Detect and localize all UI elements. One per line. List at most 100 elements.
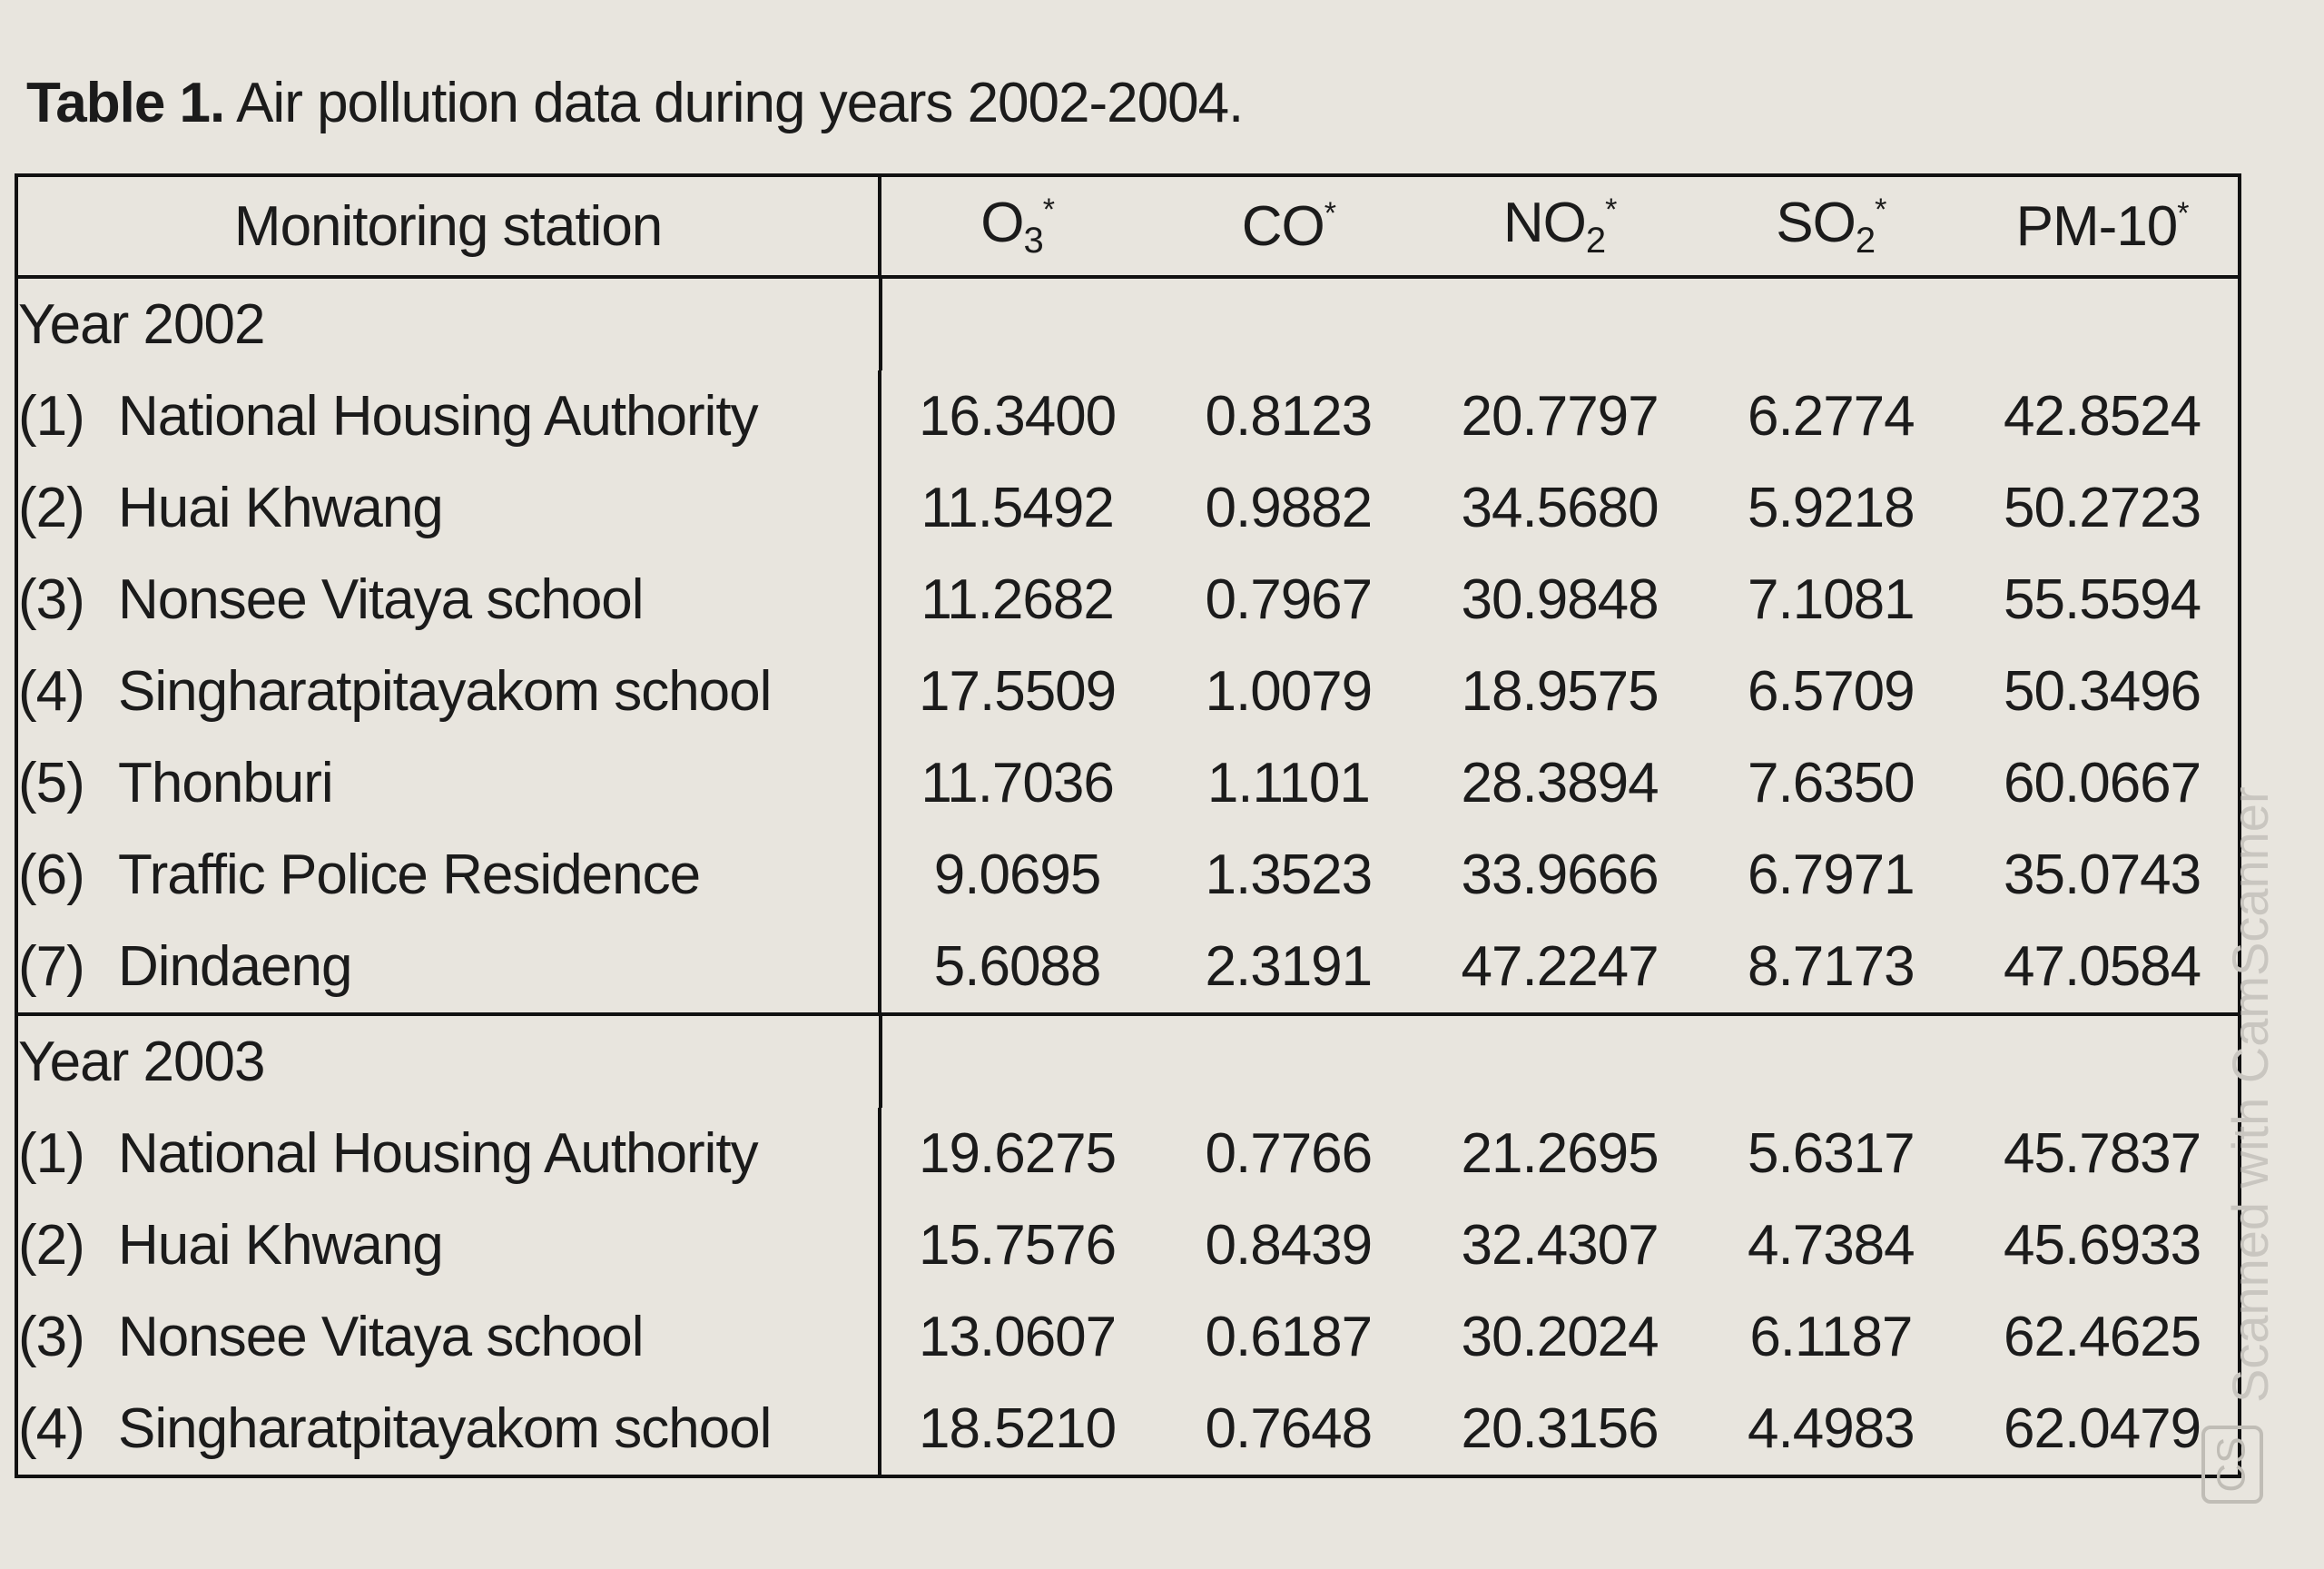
value-cell: 1.1101 [1206, 752, 1371, 814]
value-cell: 45.6933 [2004, 1214, 2201, 1277]
header-text: SO2* [1776, 192, 1886, 261]
section-row: Year 2002 [18, 279, 2238, 370]
value-cell: 16.3400 [919, 385, 1117, 448]
value-cell: 0.7648 [1205, 1397, 1374, 1460]
value-cell: 11.5492 [921, 477, 1115, 539]
value-cell: 2.3191 [1205, 935, 1374, 998]
station-cell: (4) Singharatpitayakom school [18, 646, 882, 737]
value-cell: 18.9575 [1461, 660, 1659, 723]
station-cell: (1) National Housing Authority [18, 370, 882, 462]
value-cell: 7.1081 [1748, 568, 1915, 631]
value-cell: 30.2024 [1461, 1306, 1659, 1368]
value-cell: 11.7036 [921, 752, 1115, 814]
section-row: Year 2003 [18, 1012, 2238, 1108]
header-mark: * [1042, 192, 1055, 227]
value-cell: 1.3523 [1205, 844, 1374, 906]
row-index: (3) [18, 1306, 85, 1368]
station-name: Huai Khwang [118, 477, 444, 539]
section-heading: Year 2002 [18, 293, 265, 356]
value-cell: 8.7173 [1748, 935, 1915, 998]
section-heading: Year 2003 [18, 1031, 265, 1093]
header-text: O3* [980, 192, 1055, 261]
header-mark: * [1324, 195, 1336, 231]
value-cell: 0.7766 [1205, 1122, 1374, 1185]
value-cell: 62.0479 [2004, 1397, 2201, 1460]
value-cell: 11.2682 [921, 568, 1115, 631]
section-cell: Year 2002 [18, 279, 882, 370]
station-name: Dindaeng [118, 935, 352, 998]
value-cell: 0.6187 [1205, 1306, 1374, 1368]
data-row: (3) Nonsee Vitaya school 13.0607 0.6187 30.2… [18, 1291, 2238, 1383]
station-cell: (2) Huai Khwang [18, 1199, 882, 1291]
data-row: (3) Nonsee Vitaya school 11.2682 0.7967 30.9… [18, 554, 2238, 646]
data-row: (2) Huai Khwang 11.5492 0.9882 34.5680 5.9218… [18, 462, 2238, 554]
row-index: (7) [18, 935, 85, 998]
value-cell: 21.2695 [1461, 1122, 1659, 1185]
header-label: PM-10 [2015, 194, 2179, 258]
value-cell: 35.0743 [2004, 844, 2201, 906]
station-name: Thonburi [118, 752, 334, 814]
header-text: NO2* [1502, 192, 1618, 261]
row-index: (2) [18, 1214, 85, 1277]
watermark-text: Scanned with CamScanner [2221, 786, 2279, 1403]
value-cell: 18.5210 [919, 1397, 1117, 1460]
station-name: Singharatpitayakom school [118, 660, 772, 723]
value-cell: 33.9666 [1461, 844, 1659, 906]
value-cell: 4.4983 [1748, 1397, 1915, 1460]
column-header: NO2* [1424, 191, 1696, 262]
row-index: (6) [18, 844, 85, 906]
row-index: (1) [18, 1122, 85, 1185]
caption-text: Air pollution data during years 2002-200… [236, 72, 1244, 134]
header-subscript: 2 [1855, 221, 1876, 261]
header-mark: * [2177, 195, 2189, 231]
data-row: (2) Huai Khwang 15.7576 0.8439 32.4307 4.7384… [18, 1199, 2238, 1291]
column-header: O3* [881, 191, 1153, 262]
logo-text: CS [2210, 1436, 2254, 1493]
table-caption: Table 1. Air pollution data during years… [26, 71, 1244, 135]
header-mark: * [1875, 192, 1886, 227]
row-index: (4) [18, 660, 85, 723]
data-row: (4) Singharatpitayakom school 17.5509 1.007… [18, 646, 2238, 737]
station-name: Singharatpitayakom school [118, 1397, 772, 1460]
header-label: NO [1502, 192, 1587, 254]
header-text: PM-10* [2015, 194, 2190, 258]
value-cell: 47.2247 [1461, 935, 1659, 998]
value-cell: 20.7797 [1461, 385, 1659, 448]
value-cell: 6.1187 [1749, 1306, 1913, 1368]
header-subscript: 3 [1023, 221, 1043, 261]
station-cell: (7) Dindaeng [18, 921, 882, 1012]
table: Monitoring station O3* CO* NO2* SO2* PM-10* Ye… [15, 173, 2241, 1478]
value-cell: 19.6275 [919, 1122, 1117, 1185]
value-cell: 30.9848 [1461, 568, 1659, 631]
value-cell: 0.8439 [1205, 1214, 1374, 1277]
station-cell: (3) Nonsee Vitaya school [18, 554, 882, 646]
row-index: (4) [18, 1397, 85, 1460]
header-text: Monitoring station [234, 194, 663, 259]
value-cell: 0.8123 [1205, 385, 1374, 448]
value-cell: 13.0607 [919, 1306, 1117, 1368]
value-cell: 4.7384 [1748, 1214, 1915, 1277]
value-cell: 17.5509 [919, 660, 1117, 723]
station-cell: (3) Nonsee Vitaya school [18, 1291, 882, 1383]
column-header: PM-10* [1966, 194, 2238, 259]
value-cell: 5.6088 [933, 935, 1102, 998]
value-cell: 55.5594 [2004, 568, 2201, 631]
value-cell: 6.2774 [1748, 385, 1915, 448]
value-cell: 28.3894 [1461, 752, 1659, 814]
value-cell: 62.4625 [2004, 1306, 2201, 1368]
value-cell: 5.9218 [1748, 477, 1915, 539]
header-label: SO [1776, 192, 1856, 254]
value-cell: 50.2723 [2004, 477, 2201, 539]
station-name: National Housing Authority [118, 1122, 759, 1185]
column-header: Monitoring station [18, 177, 882, 275]
station-cell: (2) Huai Khwang [18, 462, 882, 554]
value-cell: 45.7837 [2004, 1122, 2201, 1185]
station-name: Nonsee Vitaya school [118, 568, 645, 631]
column-header: CO* [1153, 194, 1424, 259]
data-row: (5) Thonburi 11.7036 1.1101 28.3894 7.6350 60.… [18, 737, 2238, 829]
header-subscript: 2 [1585, 221, 1606, 261]
station-cell: (1) National Housing Authority [18, 1108, 882, 1199]
watermark-logo: CS [2201, 1426, 2263, 1504]
row-index: (2) [18, 477, 85, 539]
